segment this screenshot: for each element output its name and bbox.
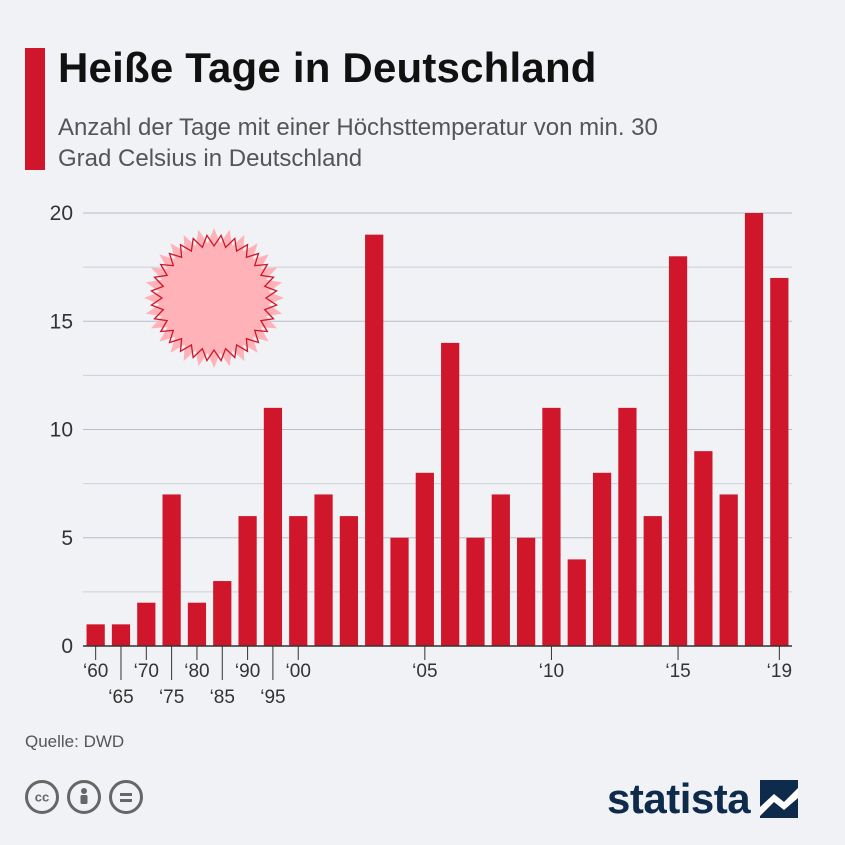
by-icon[interactable] [67,780,101,814]
source-note: Quelle: DWD [25,732,125,751]
bar-2007 [466,537,485,646]
sun-icon [144,228,284,368]
x-tick-label: ‘90 [235,661,260,682]
bar-2016 [694,451,713,646]
x-tick-label: ‘19 [767,661,792,682]
x-axis: ‘60‘65‘70‘75‘80‘85‘90‘95‘00 ‘05 ‘10 ‘15 ‘19 [83,645,792,708]
bar-2019 [770,277,789,646]
x-tick-label: ‘65 [108,687,133,708]
y-tick-label: 0 [61,635,73,658]
bar-1995 [263,407,283,646]
bar-2011 [567,559,586,646]
x-tick-label: ‘05 [412,661,437,682]
x-tick-label: ‘85 [210,687,235,708]
cc-icon[interactable]: cc [25,780,59,814]
sun-glow [144,228,284,368]
bar-2013 [618,407,637,646]
bar-1980 [187,602,207,646]
bar-2018 [744,213,764,646]
x-tick-label: ‘10 [539,661,564,682]
sun-outline [149,233,279,363]
statista-logo[interactable]: statista [607,775,799,823]
brand-name: statista [607,775,751,822]
bar-2005 [415,472,434,646]
bar-2002 [339,516,358,646]
bar-2008 [491,494,510,646]
bar-2017 [719,494,738,646]
bar-2012 [592,472,612,646]
y-tick-label: 20 [50,202,73,225]
bar-2004 [390,537,409,646]
bar-2006 [441,342,460,646]
bar-2014 [643,516,662,646]
statista-logo-icon [760,780,799,818]
page-subtitle: Anzahl der Tage mit einer Höchsttemperat… [58,114,658,172]
x-tick-label: ‘95 [260,687,285,708]
bar-1970 [137,602,156,646]
page-title: Heiße Tage in Deutschland [58,44,597,91]
x-tick-label: ‘15 [665,661,690,682]
x-tick-label: ‘70 [134,661,159,682]
bar-1960 [86,624,105,646]
bar-2009 [517,537,536,646]
bar-2000 [289,516,308,646]
x-tick-label: ‘60 [83,661,108,682]
x-tick-label: ‘75 [159,687,184,708]
y-tick-label: 15 [50,310,73,333]
y-axis-labels: 0 5 10 15 20 [50,202,73,658]
bar-1965 [111,624,131,646]
x-tick-label: ‘00 [286,661,311,682]
bar-2001 [314,494,333,646]
y-tick-label: 10 [50,419,73,442]
nd-icon[interactable] [109,780,143,814]
bar-1990 [238,516,257,646]
title-accent-bar [25,48,45,170]
x-tick-label: ‘80 [184,661,209,682]
license-icons: cc [25,780,143,814]
bar-2003 [365,234,384,646]
bar-2015 [668,256,688,646]
bar-1975 [162,494,181,646]
bar-2010 [542,407,561,646]
bar-1985 [213,581,232,646]
bars [86,213,789,646]
y-tick-label: 5 [61,527,73,550]
